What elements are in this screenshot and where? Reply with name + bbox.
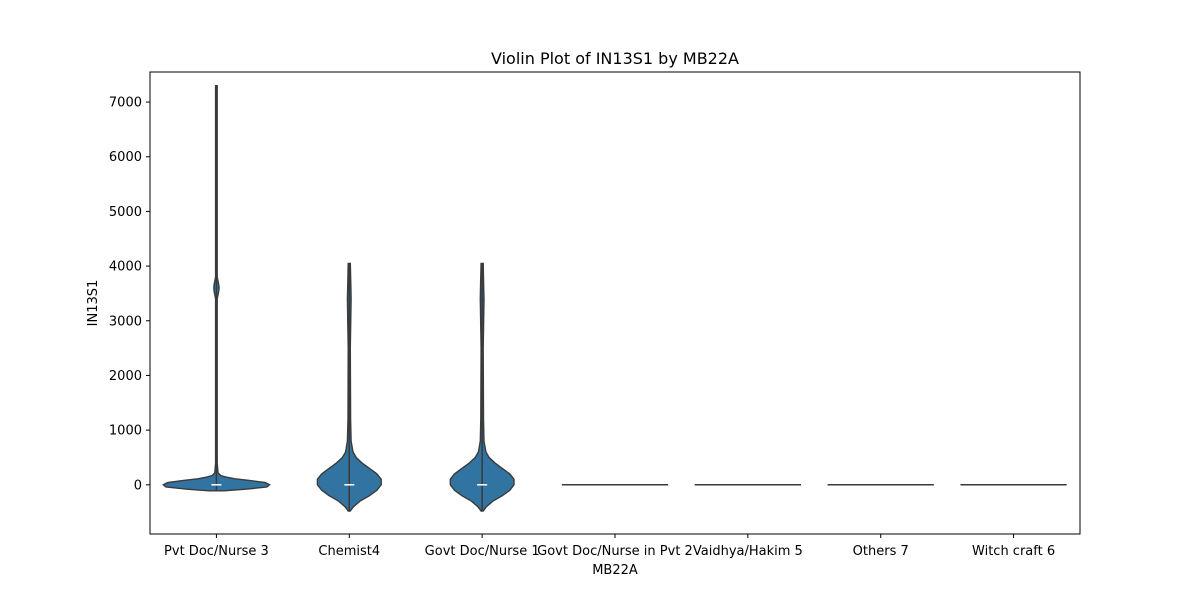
x-tick-label: Others 7 bbox=[853, 544, 909, 559]
x-tick-label: Govt Doc/Nurse in Pvt 2 bbox=[537, 544, 693, 559]
plot-area bbox=[162, 85, 1067, 512]
y-tick-label: 6000 bbox=[109, 150, 142, 165]
x-tick-label: Chemist4 bbox=[318, 544, 380, 559]
violin bbox=[449, 262, 515, 512]
x-axis-label: MB22A bbox=[592, 563, 638, 578]
x-tick-label: Govt Doc/Nurse 1 bbox=[425, 544, 540, 559]
y-axis-label: IN13S1 bbox=[86, 280, 101, 327]
y-tick-label: 1000 bbox=[109, 424, 142, 439]
x-tick-label: Witch craft 6 bbox=[972, 544, 1055, 559]
y-tick-label: 3000 bbox=[109, 314, 142, 329]
chart-title: Violin Plot of IN13S1 by MB22A bbox=[491, 49, 739, 68]
y-tick-label: 0 bbox=[134, 478, 142, 493]
violin bbox=[316, 262, 382, 512]
y-tick-label: 5000 bbox=[109, 205, 142, 220]
y-tick-label: 7000 bbox=[109, 96, 142, 111]
y-tick-label: 2000 bbox=[109, 369, 142, 384]
x-tick-label: Vaidhya/Hakim 5 bbox=[693, 544, 803, 559]
x-tick-label: Pvt Doc/Nurse 3 bbox=[164, 544, 269, 559]
axes: 0 1000 2000 3000 4000 5000 6000 7000 Pvt Doc/Nur… bbox=[109, 96, 1055, 559]
y-tick-label: 4000 bbox=[109, 260, 142, 275]
violin bbox=[162, 85, 271, 492]
